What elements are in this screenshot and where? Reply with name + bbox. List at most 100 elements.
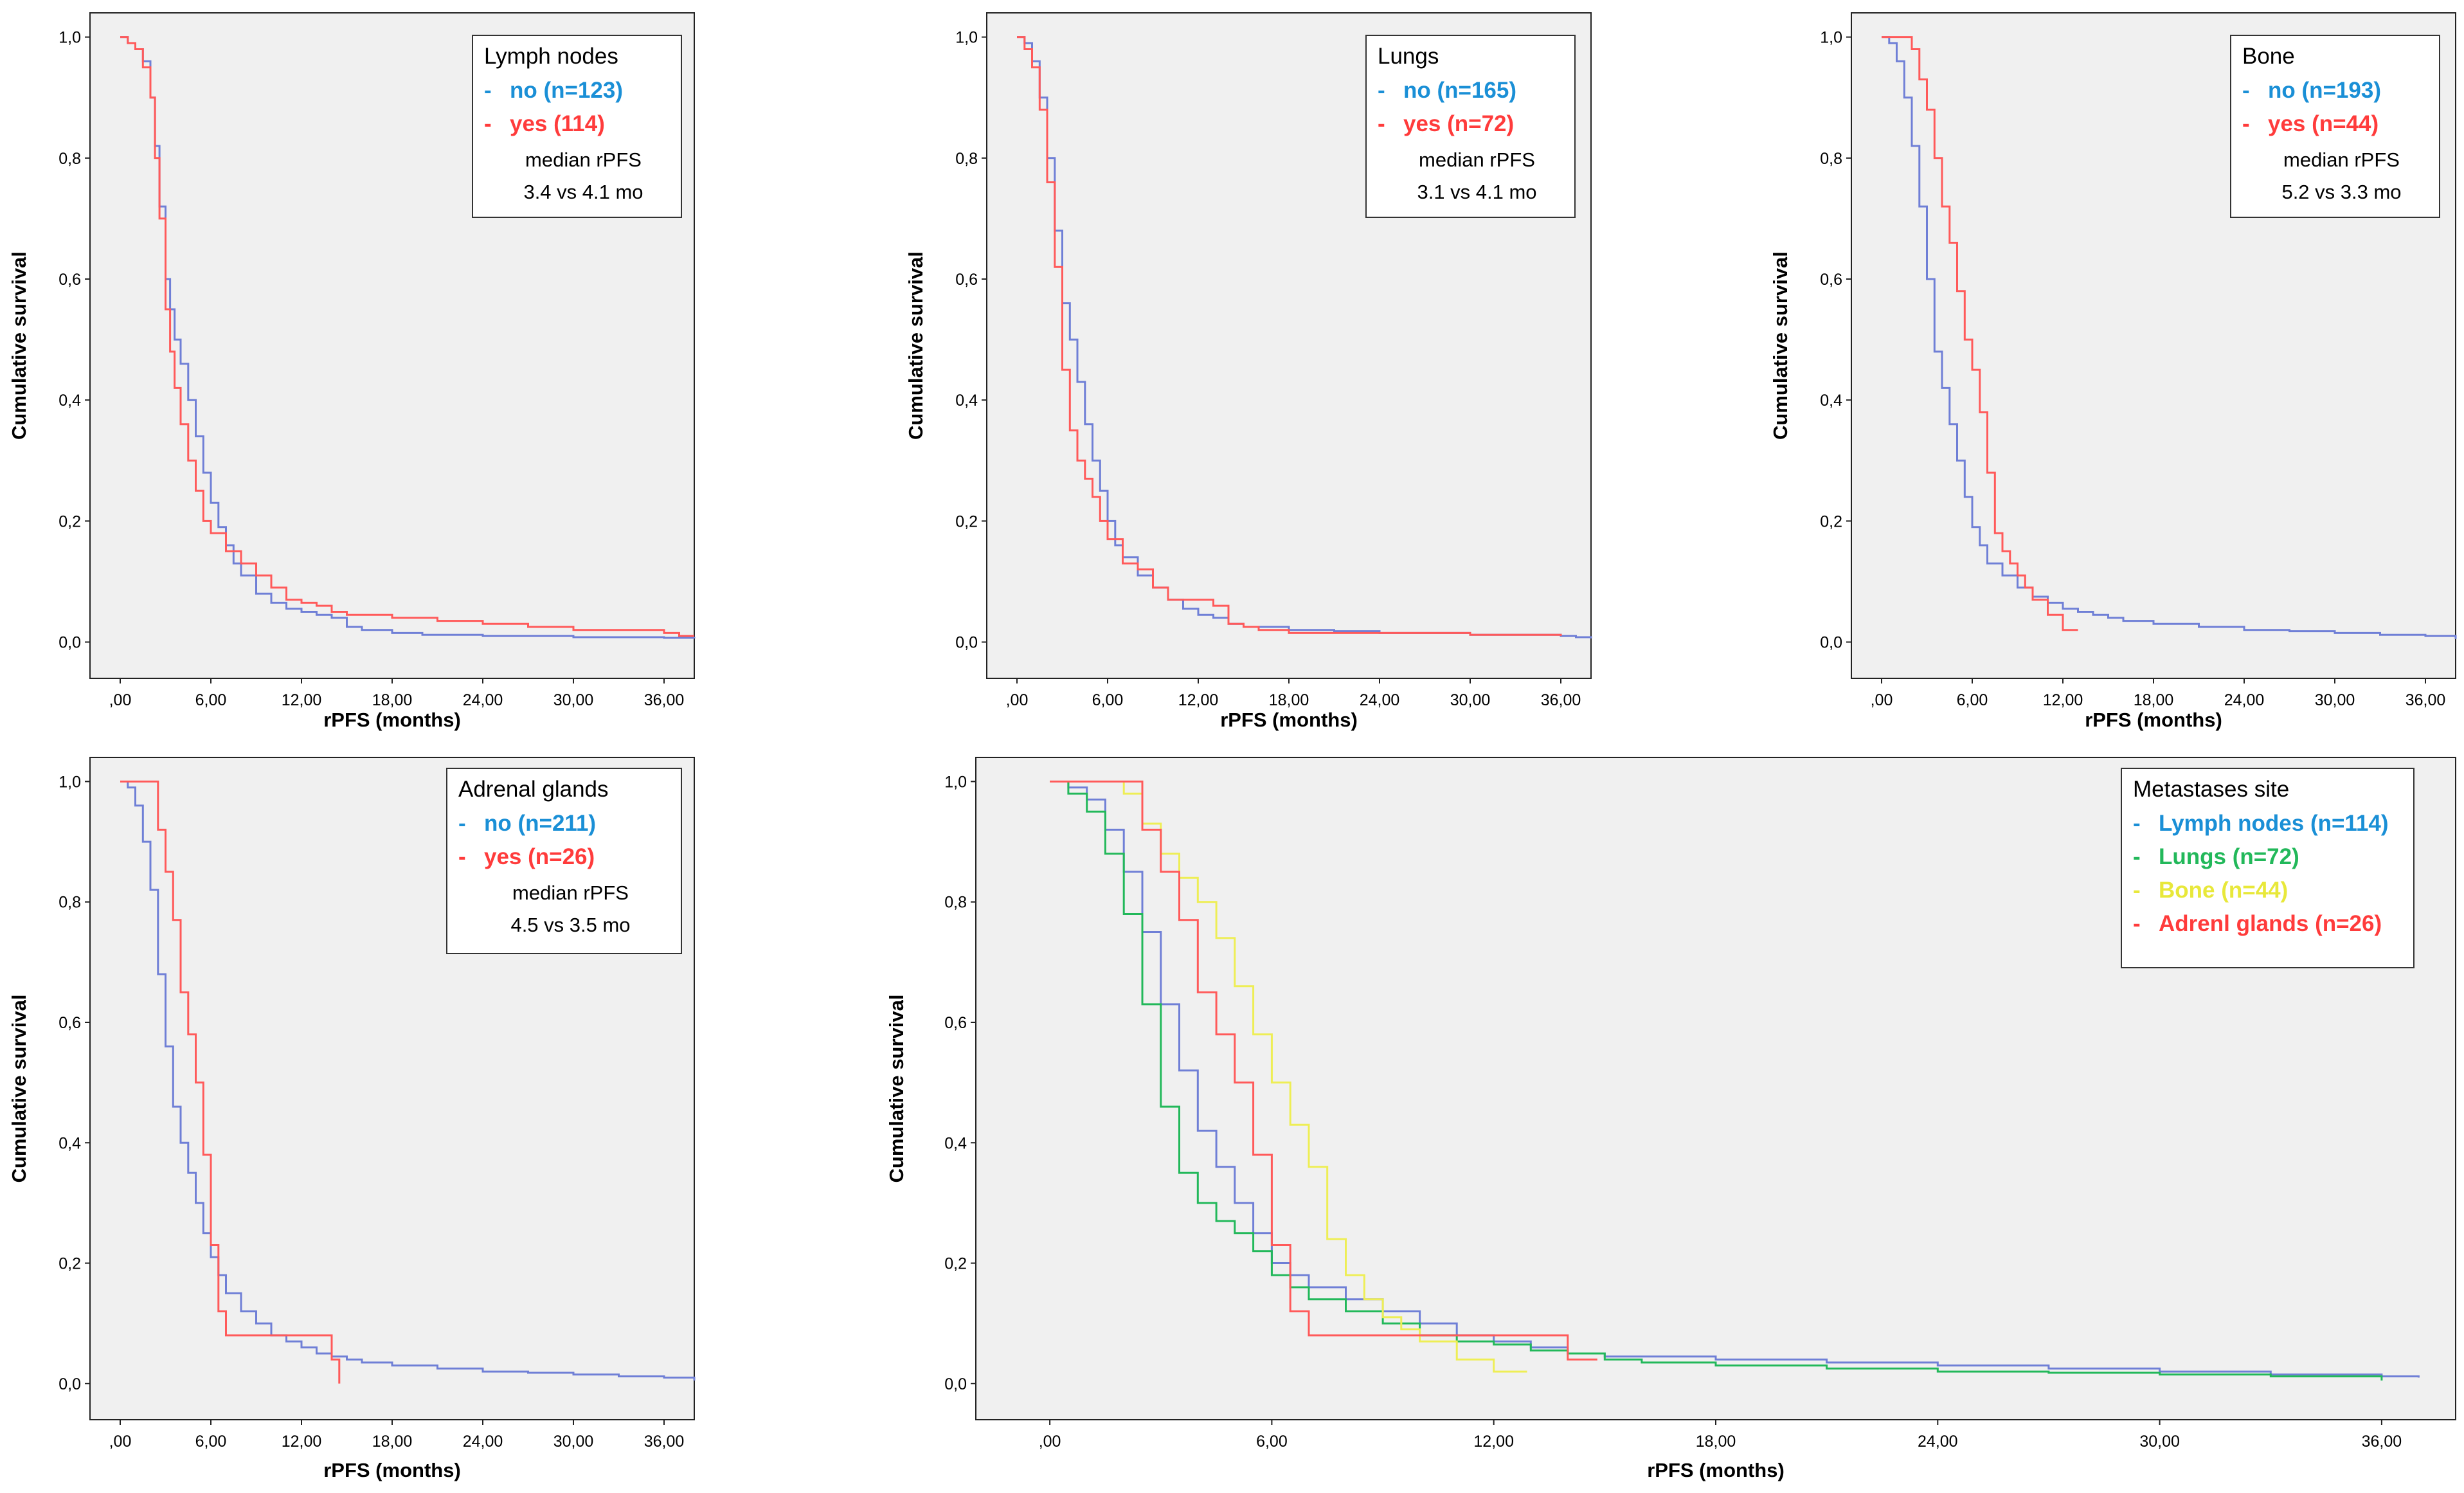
legend-marker: - bbox=[2133, 844, 2141, 869]
y-tick-label: 0,4 bbox=[1820, 392, 1842, 410]
x-tick-label: 12,00 bbox=[2043, 691, 2083, 709]
legend-note: median rPFS bbox=[1419, 149, 1535, 171]
y-tick-label: 0,2 bbox=[955, 512, 978, 530]
x-tick-label: 6,00 bbox=[195, 691, 227, 709]
x-tick-label: 12,00 bbox=[282, 1433, 322, 1451]
legend-entry-label: yes (n=26) bbox=[484, 844, 595, 869]
x-tick-label: 30,00 bbox=[2315, 691, 2355, 709]
x-tick-label: 6,00 bbox=[1957, 691, 1988, 709]
plot-bone: 0,0 0,2 0,4 0,6 0,8 1,0 ,00 6,00 12,00 18,00 24,00… bbox=[1769, 12, 2457, 731]
series-line-yes bbox=[120, 36, 694, 637]
series-line-no bbox=[120, 780, 696, 1381]
series-line-yes bbox=[1017, 36, 1562, 637]
legend: Metastases site- Lymph nodes (n=114)- Lung… bbox=[2121, 768, 2415, 968]
x-tick-label: 24,00 bbox=[2224, 691, 2265, 709]
legend-box bbox=[472, 35, 682, 218]
y-tick-label: 1,0 bbox=[58, 773, 81, 791]
x-tick-label: 24,00 bbox=[1918, 1433, 1958, 1451]
y-tick-label: 1,0 bbox=[58, 29, 81, 47]
y-tick-label: 1,0 bbox=[944, 773, 967, 791]
y-tick-label: 0,6 bbox=[944, 1014, 967, 1032]
x-tick-label: 24,00 bbox=[463, 1433, 503, 1451]
x-axis-title: rPFS (months) bbox=[1647, 1459, 1785, 1481]
legend-note: 4.5 vs 3.5 mo bbox=[510, 914, 630, 936]
y-tick-label: 0,4 bbox=[58, 1134, 81, 1152]
y-tick-label: 0,8 bbox=[58, 894, 81, 912]
y-axis-title: Cumulative survival bbox=[8, 251, 30, 440]
y-tick-label: 0,4 bbox=[944, 1134, 967, 1152]
x-tick-label: 24,00 bbox=[463, 691, 503, 709]
legend-box bbox=[2121, 768, 2415, 968]
x-tick-label: 24,00 bbox=[1360, 691, 1400, 709]
x-tick-label: ,00 bbox=[109, 691, 132, 709]
y-tick-label: 0,6 bbox=[58, 1014, 81, 1032]
y-tick-label: 0,4 bbox=[955, 392, 978, 410]
legend-marker: - bbox=[484, 78, 492, 103]
x-tick-label: 36,00 bbox=[644, 1433, 685, 1451]
legend: Lungs -no (n=165)- yes (n=72) median rPFS 3.… bbox=[1365, 35, 1576, 218]
x-tick-label: 18,00 bbox=[1696, 1433, 1736, 1451]
x-tick-label: 6,00 bbox=[195, 1433, 227, 1451]
y-tick-label: 0,6 bbox=[58, 271, 81, 289]
y-tick-label: 0,0 bbox=[58, 1375, 81, 1393]
x-tick-label: 36,00 bbox=[1541, 691, 1581, 709]
x-tick-label: 18,00 bbox=[372, 1433, 413, 1451]
legend-title: Lungs bbox=[1378, 44, 1439, 69]
y-tick-label: 0,0 bbox=[944, 1375, 967, 1393]
x-axis-title: rPFS (months) bbox=[2085, 709, 2222, 731]
x-tick-label: 30,00 bbox=[553, 691, 594, 709]
y-tick-label: 1,0 bbox=[1820, 29, 1842, 47]
legend-note: median rPFS bbox=[525, 149, 642, 171]
legend-marker: - bbox=[484, 111, 492, 136]
x-tick-label: 12,00 bbox=[1178, 691, 1219, 709]
x-tick-label: 36,00 bbox=[644, 691, 685, 709]
y-tick-label: 0,8 bbox=[1820, 150, 1842, 168]
legend-marker: - bbox=[2242, 111, 2250, 136]
legend-title: Bone bbox=[2242, 44, 2295, 69]
x-tick-label: 12,00 bbox=[282, 691, 322, 709]
x-tick-label: ,00 bbox=[1039, 1433, 1061, 1451]
legend-entry-label: yes (114) bbox=[510, 111, 605, 136]
legend-marker: - bbox=[2133, 911, 2141, 936]
x-tick-label: 6,00 bbox=[1092, 691, 1124, 709]
legend-entry-label: yes (n=44) bbox=[2268, 111, 2379, 136]
y-tick-label: 1,0 bbox=[955, 29, 978, 47]
legend-title: Lymph nodes bbox=[484, 44, 618, 69]
legend-entry-label: Lymph nodes (n=114) bbox=[2159, 811, 2389, 836]
y-tick-label: 0,2 bbox=[944, 1255, 967, 1273]
legend-box bbox=[1365, 35, 1576, 218]
legend-marker: - bbox=[1378, 111, 1385, 136]
x-tick-label: 30,00 bbox=[1450, 691, 1491, 709]
x-tick-label: 6,00 bbox=[1256, 1433, 1288, 1451]
plot-lungs: 0,0 0,2 0,4 0,6 0,8 1,0 ,00 6,00 12,00 18,00 24,00… bbox=[904, 12, 1592, 731]
legend-entry-label: no (n=193) bbox=[2268, 78, 2381, 103]
y-tick-label: 0,2 bbox=[1820, 512, 1842, 530]
y-tick-label: 0,8 bbox=[944, 894, 967, 912]
y-tick-label: 0,2 bbox=[58, 1255, 81, 1273]
series-line-adrenal-glands bbox=[1050, 780, 1597, 1361]
legend-marker: - bbox=[2242, 78, 2250, 103]
x-axis-title: rPFS (months) bbox=[323, 709, 461, 731]
y-tick-label: 0,8 bbox=[58, 150, 81, 168]
plot-lymph-nodes: 0,0 0,2 0,4 0,6 0,8 1,0 ,00 6,00 12,00 18,00 24,00… bbox=[8, 12, 696, 731]
x-tick-label: 36,00 bbox=[2362, 1433, 2402, 1451]
x-axis-title: rPFS (months) bbox=[323, 1459, 461, 1481]
legend-entry-label: Lungs (n=72) bbox=[2159, 844, 2299, 869]
y-axis-title: Cumulative survival bbox=[1769, 251, 1792, 440]
series-line-yes bbox=[120, 780, 341, 1384]
y-tick-label: 0,2 bbox=[58, 512, 81, 530]
y-axis-title: Cumulative survival bbox=[904, 251, 927, 440]
legend-note: 3.1 vs 4.1 mo bbox=[1417, 181, 1536, 203]
legend-note: median rPFS bbox=[512, 882, 629, 904]
x-tick-label: ,00 bbox=[109, 1433, 132, 1451]
legend-entry-label: Bone (n=44) bbox=[2159, 878, 2288, 903]
legend: Bone -no (n=193)- yes (n=44) median rPFS 5.2… bbox=[2230, 35, 2440, 218]
legend-box bbox=[2230, 35, 2440, 218]
y-axis-title: Cumulative survival bbox=[8, 995, 30, 1183]
y-axis-title: Cumulative survival bbox=[885, 995, 908, 1183]
legend-note: median rPFS bbox=[2283, 149, 2400, 171]
legend-note: 5.2 vs 3.3 mo bbox=[2281, 181, 2401, 203]
legend-box bbox=[446, 768, 682, 954]
legend-entry-label: no (n=211) bbox=[484, 811, 596, 836]
